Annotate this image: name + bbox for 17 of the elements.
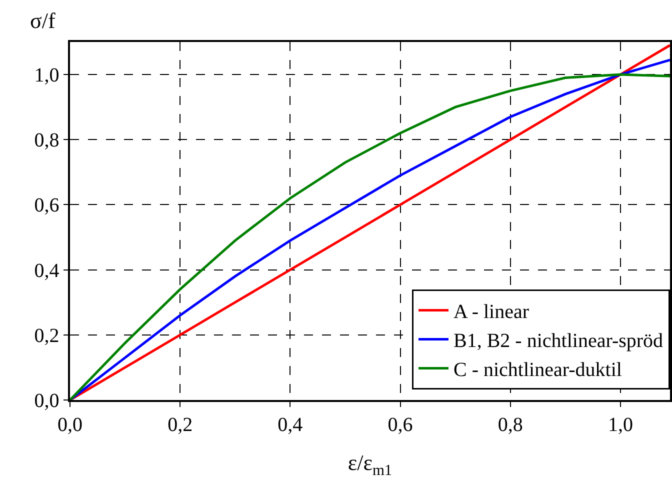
legend-label: A - linear	[454, 301, 530, 324]
y-tick-label: 1,0	[34, 64, 60, 87]
x-tick-label: 0,8	[498, 414, 523, 436]
y-tick-label: 0,2	[34, 324, 60, 347]
y-tick-label: 0,4	[34, 260, 60, 282]
x-tick-label: 0,4	[278, 414, 303, 436]
y-tick-label: 0,6	[34, 194, 60, 217]
x-axis-title: ε/ε$_{m1}$	[348, 450, 392, 479]
y-axis-title: σ/f	[30, 8, 56, 33]
legend-label: C - nichtlinear-duktil	[454, 359, 622, 382]
y-tick-label: 0,8	[34, 130, 60, 152]
x-tick-label: 0,2	[168, 414, 193, 436]
x-tick-label: 1,0	[608, 414, 633, 436]
y-tick-label: 0,0	[34, 390, 60, 412]
x-tick-label: 0,6	[388, 414, 413, 436]
x-tick-label: 0,0	[58, 414, 82, 436]
legend-label: B1, B2 - nichtlinear-spröd	[454, 330, 664, 352]
